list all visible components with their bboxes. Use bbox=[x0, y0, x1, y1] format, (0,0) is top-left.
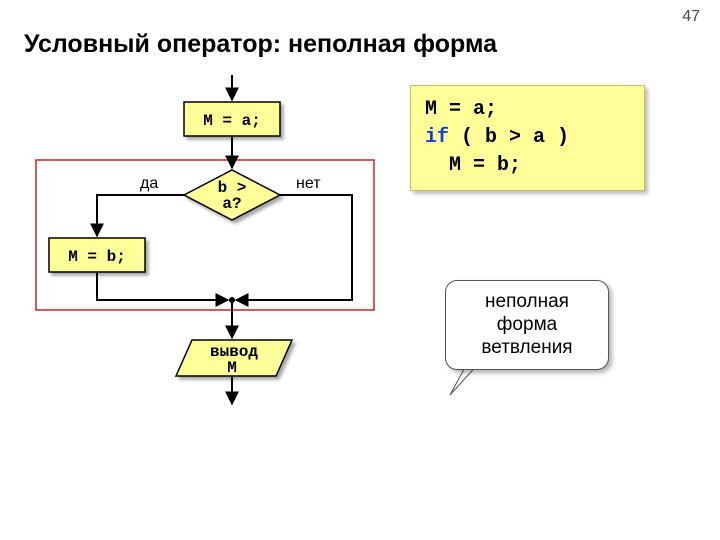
yes-label: да bbox=[140, 175, 158, 192]
no-branch bbox=[236, 195, 352, 300]
yes-merge bbox=[97, 272, 228, 300]
callout-line-2: форма bbox=[462, 314, 592, 337]
yes-branch bbox=[97, 195, 184, 236]
code-line-2: if ( b > a ) bbox=[425, 124, 630, 152]
output-text-2: M bbox=[227, 359, 237, 377]
keyword-if: if bbox=[425, 126, 449, 149]
code-line-3: M = b; bbox=[425, 152, 630, 180]
code-block: M = a; if ( b > a ) M = b; bbox=[410, 85, 645, 191]
flowchart: M = a; b > a? да M = b; нет вывод M bbox=[0, 0, 720, 540]
callout-line-1: неполная bbox=[462, 291, 592, 314]
process-box-2-text: M = b; bbox=[68, 248, 126, 266]
process-box-1-text: M = a; bbox=[203, 112, 261, 130]
callout-box: неполная форма ветвления bbox=[445, 280, 609, 370]
frame bbox=[36, 160, 374, 310]
no-label: нет bbox=[296, 175, 321, 192]
decision-text-2: a? bbox=[222, 195, 241, 213]
callout-line-3: ветвления bbox=[462, 337, 592, 360]
code-line-1: M = a; bbox=[425, 96, 630, 124]
